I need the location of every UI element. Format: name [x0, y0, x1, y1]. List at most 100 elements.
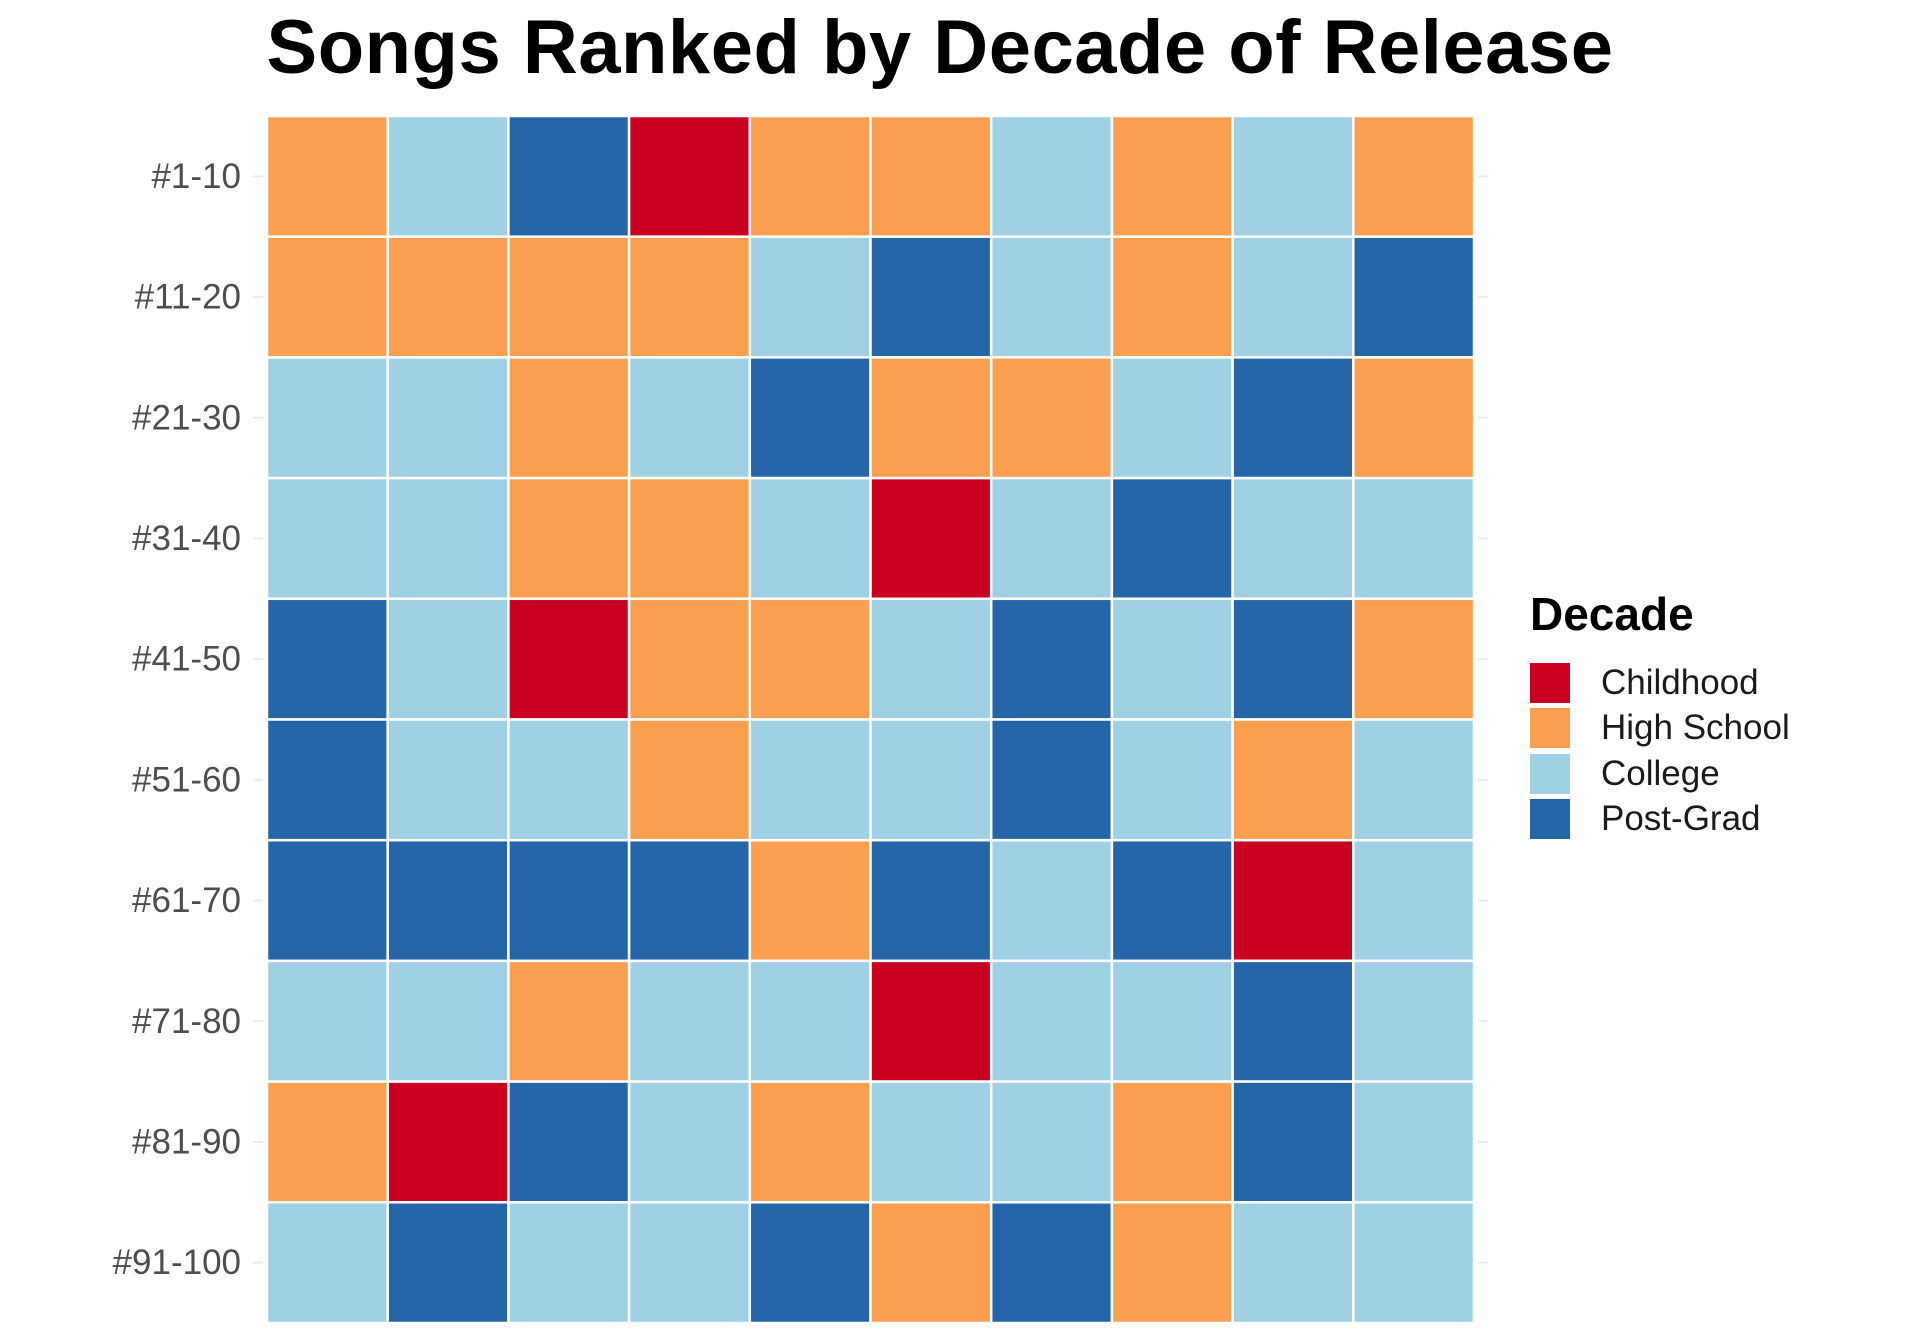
- y-tick-label: #71-80: [132, 1002, 241, 1041]
- heatmap-cell: [1231, 959, 1355, 1083]
- heatmap-cell: [1231, 718, 1355, 842]
- heatmap-cell: [507, 356, 631, 480]
- heatmap-cell: [1231, 476, 1355, 601]
- heatmap-cell: [1352, 476, 1476, 601]
- heatmap-cell: [1231, 235, 1355, 359]
- heatmap-cell: [1352, 114, 1476, 238]
- heatmap-cell: [989, 235, 1114, 359]
- y-tick-label: #81-90: [132, 1122, 241, 1161]
- heatmap-cell: [1110, 718, 1234, 842]
- heatmap-cell: [748, 476, 872, 601]
- legend-items: Childhood High School College Post-Grad: [1530, 660, 1790, 842]
- legend-item: Childhood: [1530, 660, 1790, 706]
- y-tick-label: #51-60: [132, 760, 241, 799]
- heatmap-cell: [989, 718, 1114, 842]
- heatmap-cell: [1352, 356, 1476, 480]
- heatmap-cell: [507, 838, 631, 963]
- legend-label: College: [1601, 753, 1720, 793]
- heatmap-cell: [748, 114, 872, 238]
- heatmap-cell: [989, 959, 1114, 1083]
- heatmap-cell: [507, 1080, 631, 1204]
- heatmap-cell: [265, 597, 389, 721]
- y-tick-label: #1-10: [151, 157, 241, 196]
- heatmap-cell: [627, 597, 752, 721]
- heatmap-cell: [1110, 597, 1234, 721]
- heatmap-cell: [989, 597, 1114, 721]
- heatmap-cell: [748, 1080, 872, 1204]
- heatmap-cell: [386, 1080, 510, 1204]
- y-tick-label: #91-100: [113, 1243, 241, 1282]
- heatmap-cell: [627, 114, 752, 238]
- y-tick-label: #31-40: [132, 519, 241, 558]
- y-tick-label: #61-70: [132, 881, 241, 920]
- heatmap-cell: [748, 959, 872, 1083]
- heatmap-cell: [989, 838, 1114, 963]
- heatmap-cell: [748, 356, 872, 480]
- heatmap-cell: [1110, 476, 1234, 601]
- heatmap-cell: [265, 838, 389, 963]
- heatmap-cell: [265, 235, 389, 359]
- heatmap-cell: [627, 1080, 752, 1204]
- heatmap-cell: [869, 959, 993, 1083]
- heatmap-cell: [1352, 235, 1476, 359]
- legend-item: Post-Grad: [1530, 797, 1790, 843]
- heatmap-cell: [1352, 1080, 1476, 1204]
- heatmap-cell: [989, 114, 1114, 238]
- heatmap-cell: [265, 114, 389, 238]
- legend-swatch: [1530, 753, 1570, 794]
- heatmap-cell: [265, 1080, 389, 1204]
- heatmap-cell: [627, 959, 752, 1083]
- heatmap-cell: [627, 476, 752, 601]
- heatmap-cell: [1231, 597, 1355, 721]
- heatmap-cell: [627, 235, 752, 359]
- heatmap-cell: [869, 718, 993, 842]
- legend-swatch: [1530, 708, 1570, 749]
- heatmap-cell: [1231, 838, 1355, 963]
- heatmap-cell: [869, 597, 993, 721]
- heatmap-cell: [869, 356, 993, 480]
- heatmap-cell: [507, 235, 631, 359]
- legend-label: High School: [1601, 708, 1790, 748]
- heatmap-cell: [507, 959, 631, 1083]
- heatmap-cell: [265, 718, 389, 842]
- heatmap-cell: [989, 1080, 1114, 1204]
- heatmap-cell: [386, 114, 510, 238]
- heatmap-cell: [748, 718, 872, 842]
- legend-item: High School: [1530, 706, 1790, 752]
- heatmap-cell: [386, 718, 510, 842]
- heatmap-cell: [869, 838, 993, 963]
- heatmap-cell: [386, 838, 510, 963]
- heatmap-cell: [386, 476, 510, 601]
- heatmap-cell: [748, 235, 872, 359]
- heatmap-cell: [507, 114, 631, 238]
- heatmap-cell: [386, 1201, 510, 1325]
- heatmap-cell: [1352, 597, 1476, 721]
- heatmap-cell: [386, 356, 510, 480]
- heatmap-cell: [1110, 959, 1234, 1083]
- heatmap-cell: [1110, 114, 1234, 238]
- y-tick-label: #21-30: [132, 398, 241, 437]
- heatmap-cell: [265, 959, 389, 1083]
- heatmap-cell: [1352, 718, 1476, 842]
- heatmap-cell: [265, 356, 389, 480]
- heatmap-cell: [1110, 1080, 1234, 1204]
- heatmap-cell: [1231, 114, 1355, 238]
- legend-item: College: [1530, 751, 1790, 797]
- heatmap-cell: [507, 1201, 631, 1325]
- heatmap-cell: [989, 356, 1114, 480]
- heatmap-cell: [265, 476, 389, 601]
- heatmap-cell: [869, 235, 993, 359]
- heatmap-cell: [386, 959, 510, 1083]
- legend-swatch: [1530, 799, 1570, 840]
- y-tick-label: #11-20: [135, 278, 241, 317]
- heatmap-cell: [748, 597, 872, 721]
- heatmap-cell: [627, 356, 752, 480]
- y-tick-label: #41-50: [132, 640, 241, 679]
- heatmap-cell: [1352, 959, 1476, 1083]
- heatmap-cell: [1110, 1201, 1234, 1325]
- heatmap-cell: [869, 1080, 993, 1204]
- heatmap-cell: [869, 1201, 993, 1325]
- heatmap-cell: [1231, 356, 1355, 480]
- heatmap-cell: [1110, 235, 1234, 359]
